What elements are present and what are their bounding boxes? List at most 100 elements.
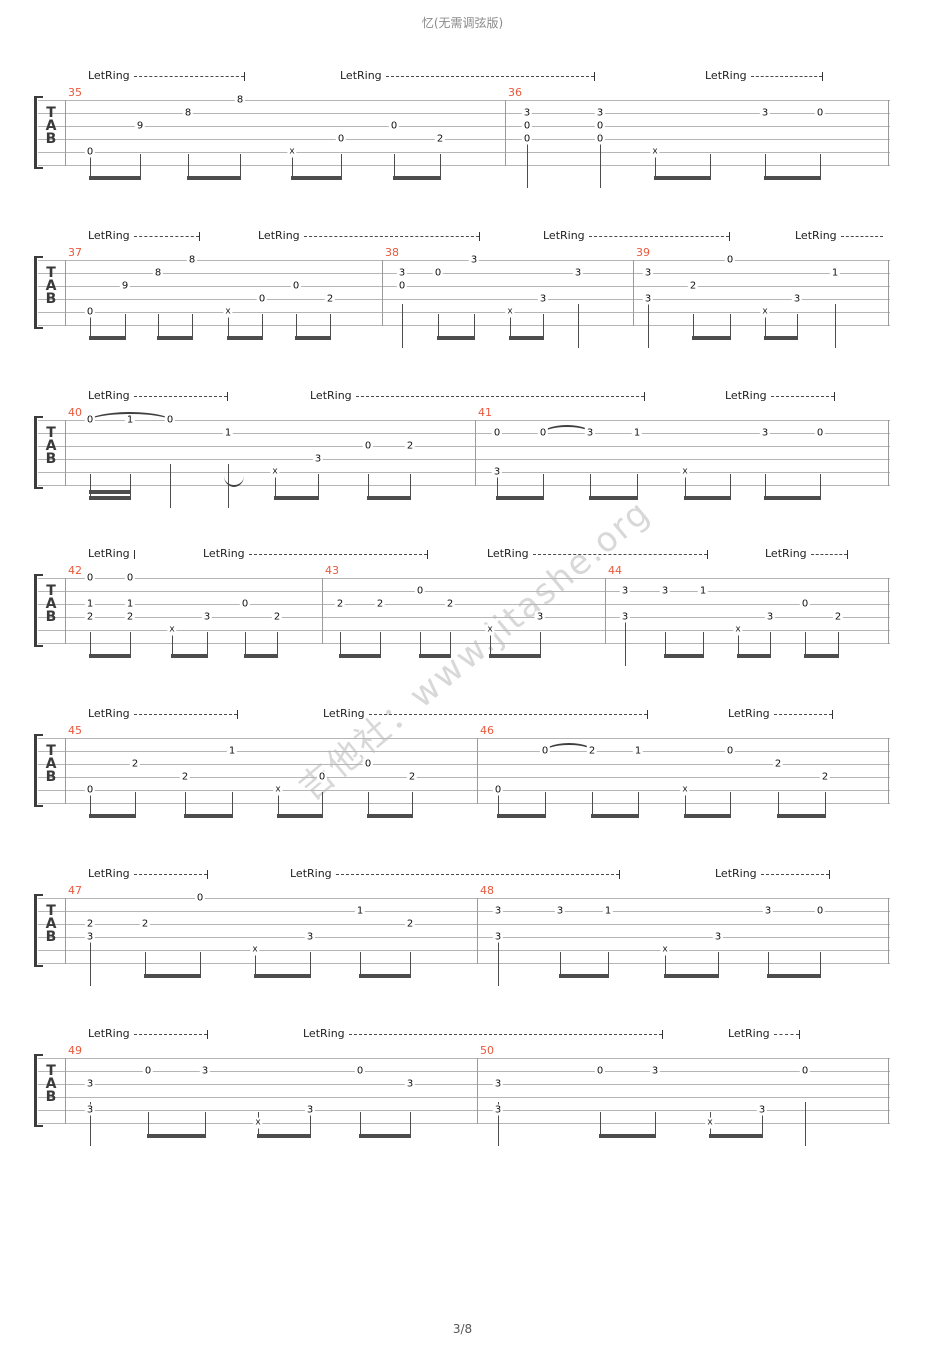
- beam: [89, 336, 126, 340]
- barline: [65, 420, 66, 486]
- stem: [310, 1112, 311, 1136]
- muted-note: x: [250, 944, 260, 956]
- barline: [888, 1058, 889, 1124]
- beam: [559, 974, 609, 978]
- note: 1: [124, 598, 136, 610]
- stem: [90, 474, 91, 498]
- note: 3: [84, 1078, 96, 1090]
- stem: [762, 1112, 763, 1136]
- stem: [410, 1112, 411, 1136]
- staff-bracket: [34, 576, 37, 645]
- beam: [684, 814, 731, 818]
- stem: [232, 792, 233, 816]
- note: 2: [404, 918, 416, 930]
- beam: [684, 496, 731, 500]
- note: 2: [139, 918, 151, 930]
- stem: [410, 474, 411, 498]
- letring-dashes: [248, 553, 427, 555]
- letring-label: LetRing: [487, 547, 529, 560]
- note: 0: [396, 280, 408, 292]
- note: 2: [124, 611, 136, 623]
- beam: [496, 496, 544, 500]
- tab-clef-letter: B: [45, 1089, 57, 1105]
- staff-line: [38, 643, 890, 644]
- stem: [498, 942, 499, 986]
- letring-dashes: [773, 713, 832, 715]
- barline: [888, 420, 889, 486]
- note: 2: [444, 598, 456, 610]
- staff-line: [38, 260, 890, 261]
- note: 8: [186, 254, 198, 266]
- stem: [296, 314, 297, 338]
- note: 1: [222, 427, 234, 439]
- letring-label: LetRing: [715, 867, 757, 880]
- staff-line: [38, 139, 890, 140]
- stem: [665, 952, 666, 976]
- stem: [340, 632, 341, 656]
- stem: [90, 632, 91, 656]
- stem: [738, 632, 739, 656]
- note: 3: [759, 107, 771, 119]
- letring-label: LetRing: [340, 69, 382, 82]
- letring-dashes: [335, 873, 619, 875]
- beam: [227, 336, 263, 340]
- stem: [207, 632, 208, 656]
- note: 3: [491, 466, 503, 478]
- note: 3: [584, 427, 596, 439]
- measure-number: 42: [68, 564, 82, 577]
- measure-number: 41: [478, 406, 492, 419]
- staff-line: [38, 1110, 890, 1111]
- stem: [693, 314, 694, 338]
- note: 3: [659, 585, 671, 597]
- staff-bracket-tip: [34, 487, 43, 489]
- barline: [888, 898, 889, 964]
- letring-end-tick: [594, 71, 595, 81]
- staff-bracket-tip: [34, 965, 43, 967]
- barline: [65, 738, 66, 804]
- note: 3: [201, 611, 213, 623]
- letring-marking: LetRing: [88, 868, 208, 880]
- stem: [360, 952, 361, 976]
- letring-label: LetRing: [795, 229, 837, 242]
- stem: [730, 314, 731, 338]
- note: 2: [687, 280, 699, 292]
- tie-slur: [224, 476, 244, 487]
- letring-label: LetRing: [725, 389, 767, 402]
- letring-dashes: [532, 553, 707, 555]
- beam: [767, 974, 821, 978]
- stem: [655, 154, 656, 178]
- stem: [648, 304, 649, 348]
- muted-note: x: [733, 624, 743, 636]
- stem: [90, 1102, 91, 1146]
- letring-marking: LetRing: [728, 1028, 800, 1040]
- muted-note: x: [253, 1117, 263, 1129]
- letring-end-tick: [427, 549, 428, 559]
- stem: [600, 144, 601, 188]
- letring-label: LetRing: [323, 707, 365, 720]
- stem: [498, 792, 499, 816]
- tab-clef-letter: B: [45, 451, 57, 467]
- barline: [382, 260, 383, 326]
- stem: [578, 304, 579, 348]
- note: 3: [594, 107, 606, 119]
- tab-clef-letter: B: [45, 769, 57, 785]
- note: 1: [354, 905, 366, 917]
- staff-bracket-tip: [34, 645, 43, 647]
- staff-bracket: [34, 258, 37, 327]
- barline: [65, 578, 66, 644]
- tab-clef-letter: B: [45, 929, 57, 945]
- staff-line: [38, 578, 890, 579]
- staff-line: [38, 617, 890, 618]
- barline: [477, 898, 478, 964]
- letring-dashes: [303, 235, 479, 237]
- staff-bracket-tip: [34, 574, 43, 576]
- note: 0: [432, 267, 444, 279]
- beam: [359, 1134, 411, 1138]
- staff-line: [38, 937, 890, 938]
- letring-label: LetRing: [728, 707, 770, 720]
- beam: [89, 654, 131, 658]
- stem: [543, 474, 544, 498]
- beam: [664, 654, 704, 658]
- note: 3: [762, 905, 774, 917]
- beam: [497, 814, 546, 818]
